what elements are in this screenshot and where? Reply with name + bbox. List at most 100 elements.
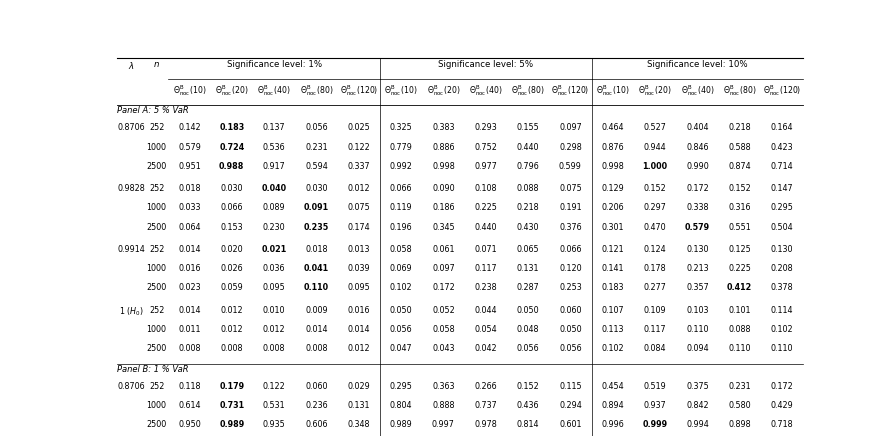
Text: 0.088: 0.088 [517,184,539,193]
Text: 2500: 2500 [147,162,166,171]
Text: $\Theta^{\mathsf{B}}_{\mathrm{noc}}(120)$: $\Theta^{\mathsf{B}}_{\mathrm{noc}}(120)… [552,84,589,99]
Text: 0.423: 0.423 [771,143,793,152]
Text: 0.846: 0.846 [687,143,709,152]
Text: 0.013: 0.013 [348,245,370,254]
Text: 1000: 1000 [147,204,166,212]
Text: $\Theta^{\mathsf{B}}_{\mathrm{noc}}(40)$: $\Theta^{\mathsf{B}}_{\mathrm{noc}}(40)$ [469,84,502,99]
Text: 0.012: 0.012 [263,325,285,334]
Text: 0.436: 0.436 [517,401,539,410]
Text: 0.172: 0.172 [432,283,455,292]
Text: 0.044: 0.044 [475,306,497,315]
Text: 0.050: 0.050 [559,325,582,334]
Text: 0.008: 0.008 [263,344,285,353]
Text: 0.357: 0.357 [686,283,709,292]
Text: 0.277: 0.277 [644,283,667,292]
Text: 0.047: 0.047 [390,344,412,353]
Text: 0.008: 0.008 [305,344,328,353]
Text: 252: 252 [149,245,164,254]
Text: 0.174: 0.174 [348,222,370,232]
Text: 0.804: 0.804 [390,401,412,410]
Text: 0.131: 0.131 [348,401,370,410]
Text: $\Theta^{\mathsf{B}}_{\mathrm{noc}}(20)$: $\Theta^{\mathsf{B}}_{\mathrm{noc}}(20)$ [215,84,249,99]
Text: 0.412: 0.412 [727,283,753,292]
Text: 0.996: 0.996 [602,420,624,429]
Text: 0.066: 0.066 [390,184,412,193]
Text: 0.052: 0.052 [432,306,455,315]
Text: 0.014: 0.014 [178,245,201,254]
Text: 0.599: 0.599 [559,162,582,171]
Text: 0.737: 0.737 [475,401,497,410]
Text: 0.018: 0.018 [178,184,201,193]
Text: 0.069: 0.069 [390,264,412,273]
Text: 0.075: 0.075 [348,204,370,212]
Text: 0.041: 0.041 [304,264,329,273]
Text: 0.042: 0.042 [475,344,497,353]
Text: 0.429: 0.429 [771,401,794,410]
Text: 0.142: 0.142 [178,123,201,133]
Text: 0.998: 0.998 [602,162,624,171]
Text: 0.124: 0.124 [644,245,666,254]
Text: 0.316: 0.316 [729,204,751,212]
Text: 0.235: 0.235 [304,222,329,232]
Text: 0.999: 0.999 [643,420,668,429]
Text: 0.059: 0.059 [221,283,243,292]
Text: 0.026: 0.026 [221,264,243,273]
Text: 0.108: 0.108 [475,184,497,193]
Text: 0.020: 0.020 [221,245,243,254]
Text: 0.325: 0.325 [390,123,412,133]
Text: 0.606: 0.606 [305,420,328,429]
Text: $n$: $n$ [153,60,160,69]
Text: 0.225: 0.225 [729,264,751,273]
Text: 0.8706: 0.8706 [117,123,145,133]
Text: 0.464: 0.464 [602,123,624,133]
Text: 2500: 2500 [147,283,166,292]
Text: 0.917: 0.917 [263,162,285,171]
Text: 0.178: 0.178 [644,264,666,273]
Text: 0.601: 0.601 [559,420,582,429]
Text: 0.218: 0.218 [517,204,539,212]
Text: Significance level: 10%: Significance level: 10% [647,60,747,69]
Text: 0.9914: 0.9914 [117,245,145,254]
Text: 0.231: 0.231 [305,143,328,152]
Text: 0.152: 0.152 [517,382,539,391]
Text: 0.010: 0.010 [263,306,285,315]
Text: 0.375: 0.375 [686,382,709,391]
Text: 0.718: 0.718 [771,420,793,429]
Text: 0.117: 0.117 [644,325,666,334]
Text: 0.531: 0.531 [263,401,285,410]
Text: 0.992: 0.992 [390,162,412,171]
Text: 0.266: 0.266 [475,382,497,391]
Text: 0.033: 0.033 [178,204,201,212]
Text: 0.095: 0.095 [348,283,370,292]
Text: 0.196: 0.196 [390,222,412,232]
Text: Panel B: 1 % VaR: Panel B: 1 % VaR [117,364,189,374]
Text: 252: 252 [149,306,164,315]
Text: $\Theta^{\mathsf{B}}_{\mathrm{noc}}(80)$: $\Theta^{\mathsf{B}}_{\mathrm{noc}}(80)$ [511,84,544,99]
Text: 0.208: 0.208 [771,264,793,273]
Text: 0.107: 0.107 [602,306,624,315]
Text: 0.095: 0.095 [263,283,285,292]
Text: Significance level: 5%: Significance level: 5% [438,60,534,69]
Text: 1000: 1000 [147,401,166,410]
Text: 0.989: 0.989 [219,420,244,429]
Text: 0.994: 0.994 [686,420,709,429]
Text: 0.118: 0.118 [178,382,201,391]
Text: 0.084: 0.084 [644,344,666,353]
Text: 0.230: 0.230 [263,222,285,232]
Text: 0.012: 0.012 [221,325,243,334]
Text: 0.058: 0.058 [390,245,412,254]
Text: $\Theta^{\mathsf{B}}_{\mathrm{noc}}(80)$: $\Theta^{\mathsf{B}}_{\mathrm{noc}}(80)$ [723,84,756,99]
Text: 0.363: 0.363 [432,382,455,391]
Text: 0.056: 0.056 [517,344,539,353]
Text: 1000: 1000 [147,264,166,273]
Text: 0.137: 0.137 [263,123,285,133]
Text: 0.131: 0.131 [517,264,539,273]
Text: 0.238: 0.238 [475,283,497,292]
Text: $\Theta^{\mathsf{B}}_{\mathrm{noc}}(120)$: $\Theta^{\mathsf{B}}_{\mathrm{noc}}(120)… [340,84,378,99]
Text: 0.061: 0.061 [432,245,455,254]
Text: 0.094: 0.094 [686,344,709,353]
Text: 0.130: 0.130 [687,245,709,254]
Text: 0.779: 0.779 [390,143,412,152]
Text: 0.102: 0.102 [602,344,624,353]
Text: 0.454: 0.454 [602,382,624,391]
